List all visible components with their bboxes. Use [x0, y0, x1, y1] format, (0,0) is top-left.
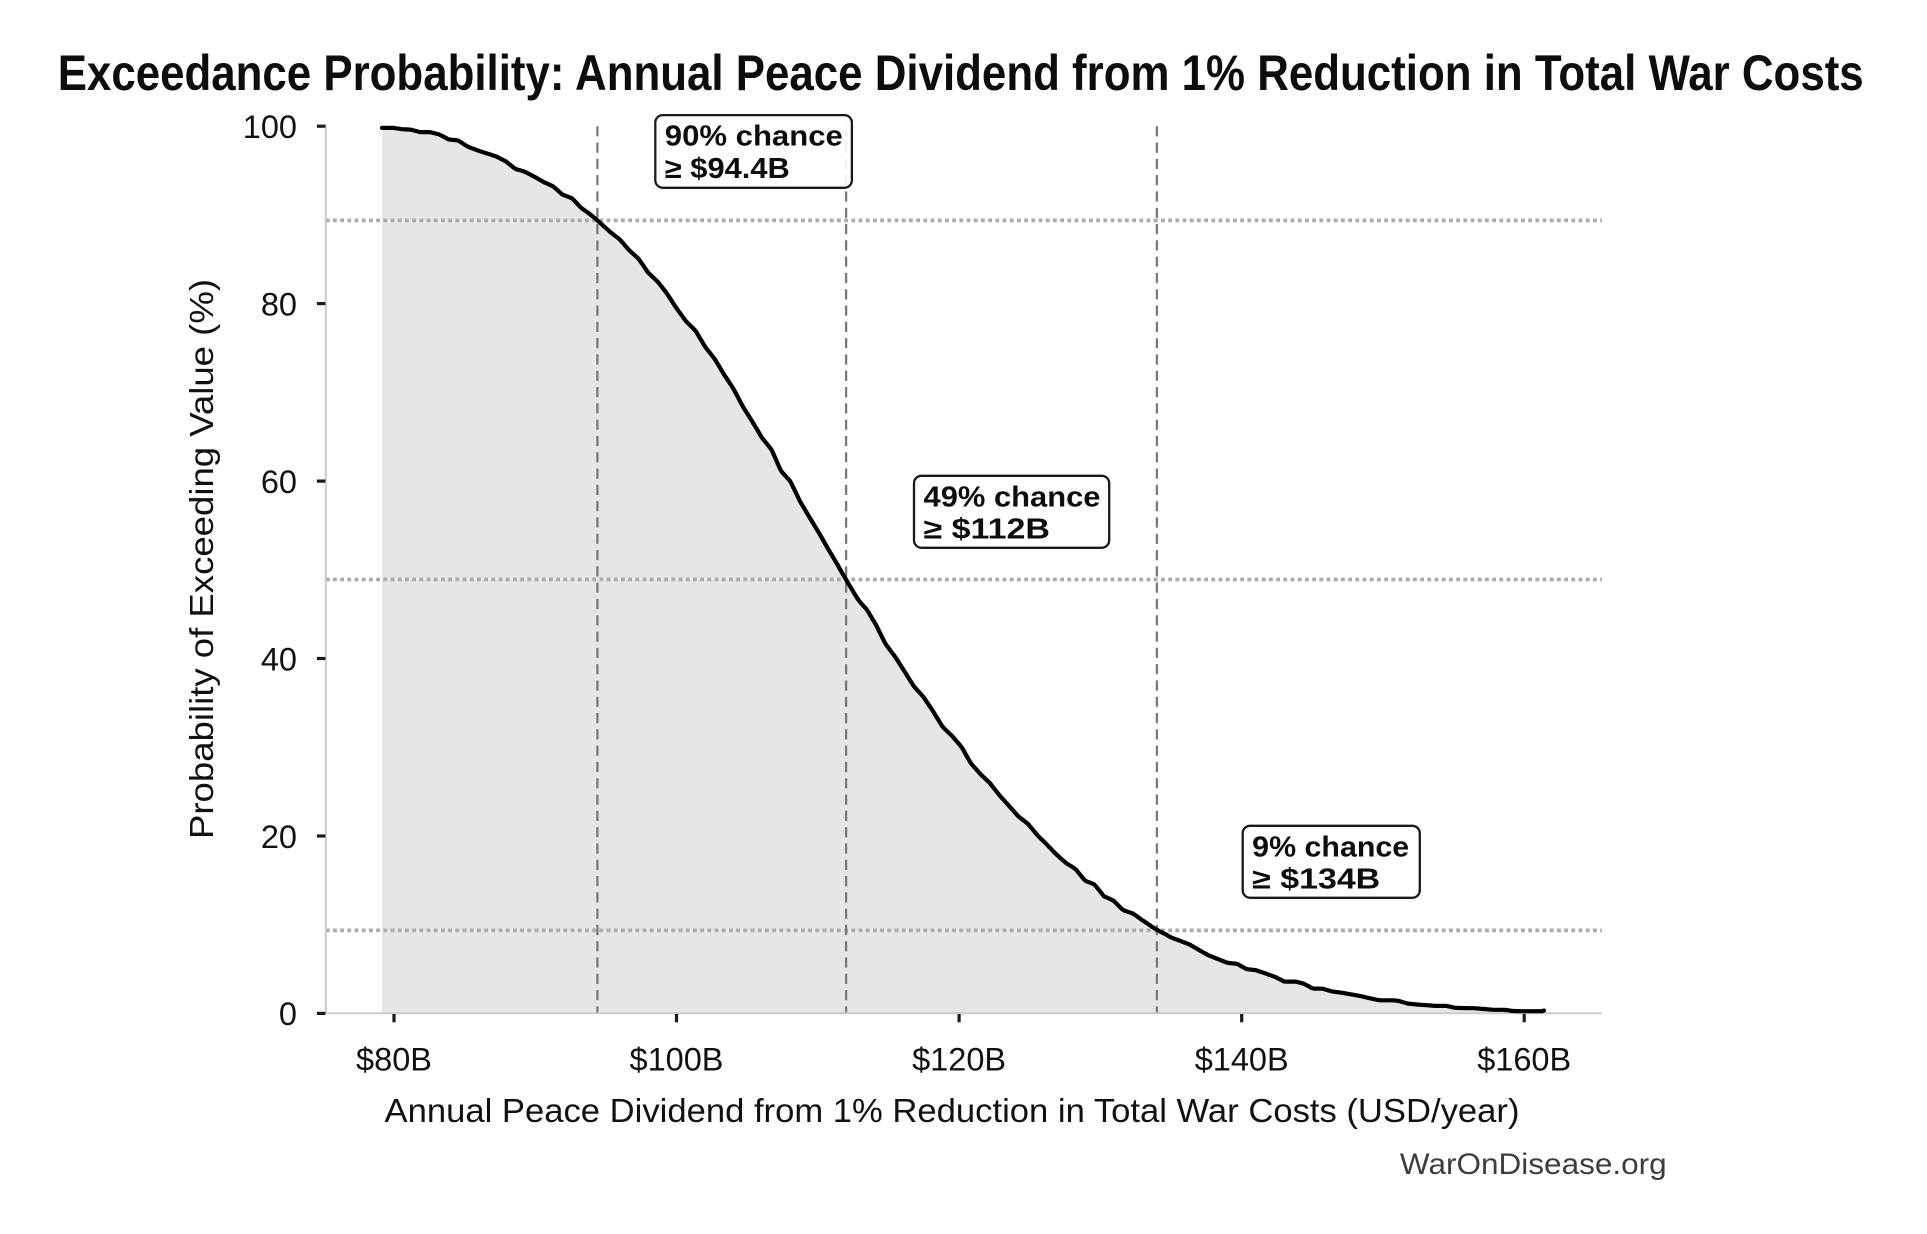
- svg-text:0: 0: [279, 996, 297, 1032]
- svg-text:$160B: $160B: [1477, 1042, 1571, 1078]
- svg-text:$80B: $80B: [356, 1042, 432, 1078]
- svg-text:≥ $134B: ≥ $134B: [1252, 864, 1380, 896]
- svg-text:Probability of Exceeding Value: Probability of Exceeding Value (%): [184, 279, 221, 839]
- svg-text:90% chance: 90% chance: [665, 121, 843, 153]
- svg-text:$140B: $140B: [1195, 1042, 1289, 1078]
- svg-text:≥ $112B: ≥ $112B: [924, 514, 1051, 546]
- svg-text:9% chance: 9% chance: [1252, 831, 1409, 863]
- svg-text:20: 20: [261, 819, 297, 855]
- svg-text:60: 60: [261, 464, 297, 500]
- svg-text:$100B: $100B: [630, 1042, 724, 1078]
- svg-text:100: 100: [243, 109, 297, 145]
- svg-text:49% chance: 49% chance: [924, 481, 1101, 513]
- svg-text:≥ $94.4B: ≥ $94.4B: [665, 153, 790, 185]
- svg-text:WarOnDisease.org: WarOnDisease.org: [1400, 1148, 1667, 1181]
- svg-text:40: 40: [261, 641, 297, 677]
- svg-text:Exceedance Probability: Annual: Exceedance Probability: Annual Peace Div…: [58, 45, 1864, 101]
- svg-text:$120B: $120B: [912, 1042, 1006, 1078]
- svg-text:80: 80: [261, 286, 297, 322]
- svg-text:Annual Peace Dividend from 1%: Annual Peace Dividend from 1% Reduction …: [385, 1093, 1520, 1130]
